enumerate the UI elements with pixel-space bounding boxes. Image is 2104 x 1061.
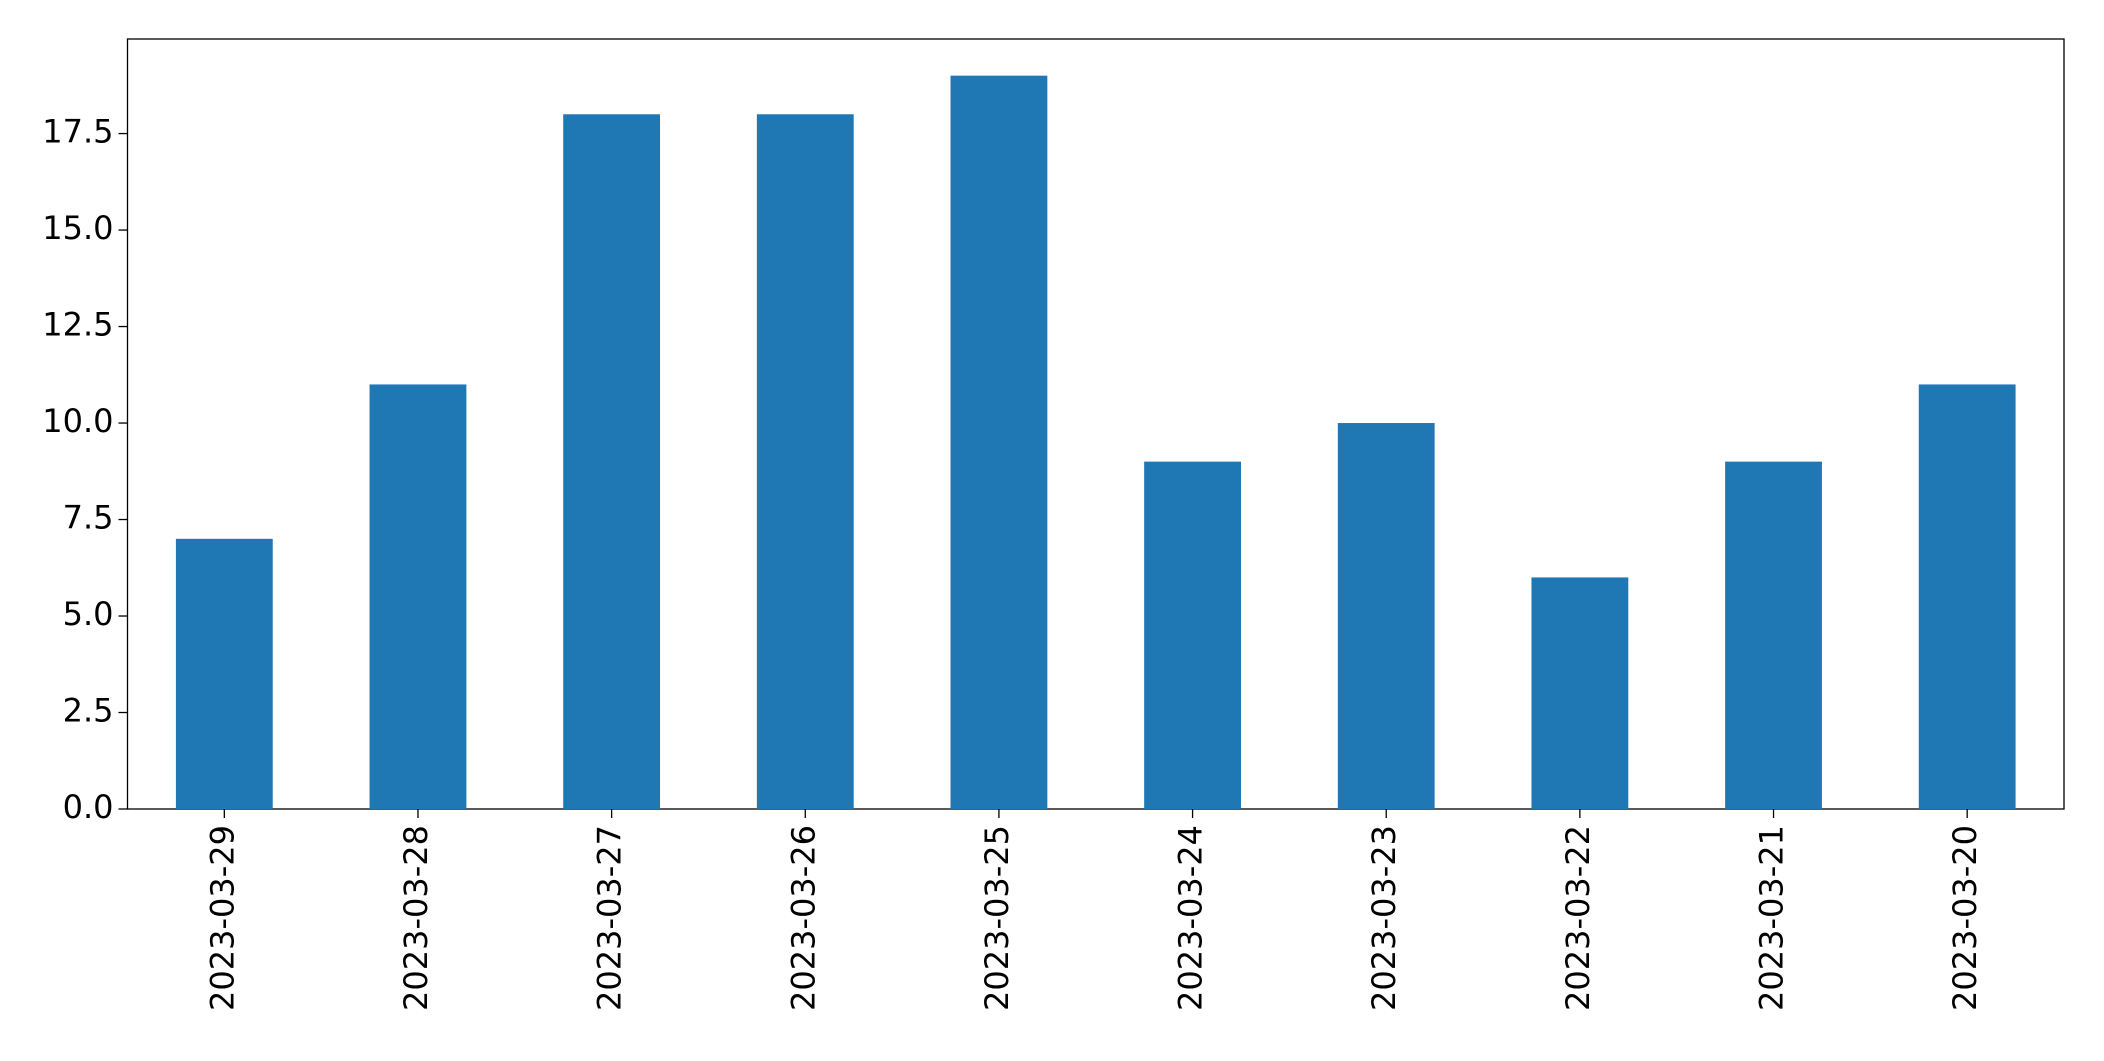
x-tick-label: 2023-03-23	[1365, 825, 1403, 1011]
x-tick-label: 2023-03-29	[203, 825, 241, 1011]
x-tick-label: 2023-03-28	[397, 825, 435, 1011]
y-tick-label: 15.0	[42, 209, 113, 247]
bar	[1918, 384, 2016, 809]
bar	[1725, 461, 1822, 809]
y-tick-label: 2.5	[63, 692, 114, 730]
bar	[950, 75, 1048, 809]
x-tick-label: 2023-03-25	[978, 825, 1016, 1011]
x-tick-label: 2023-03-26	[784, 825, 822, 1011]
y-tick-label: 5.0	[63, 595, 114, 633]
y-tick-label: 17.5	[42, 113, 113, 151]
bar	[1337, 423, 1435, 809]
x-tick-label: 2023-03-21	[1753, 825, 1791, 1011]
bar	[1531, 577, 1629, 809]
x-tick-label: 2023-03-22	[1559, 825, 1597, 1011]
y-tick-label: 7.5	[63, 499, 114, 537]
bar	[175, 538, 273, 809]
bar	[369, 384, 467, 809]
plot-frame	[126, 38, 2065, 810]
y-tick-label: 12.5	[42, 306, 113, 344]
bar	[1144, 461, 1241, 809]
bar	[563, 114, 661, 809]
x-tick-label: 2023-03-24	[1172, 825, 1210, 1011]
x-tick-label: 2023-03-20	[1946, 825, 1984, 1011]
x-tick-label: 2023-03-27	[591, 825, 629, 1011]
y-tick-label: 10.0	[42, 402, 113, 440]
bar	[756, 114, 854, 809]
y-tick-label: 0.0	[63, 788, 114, 826]
